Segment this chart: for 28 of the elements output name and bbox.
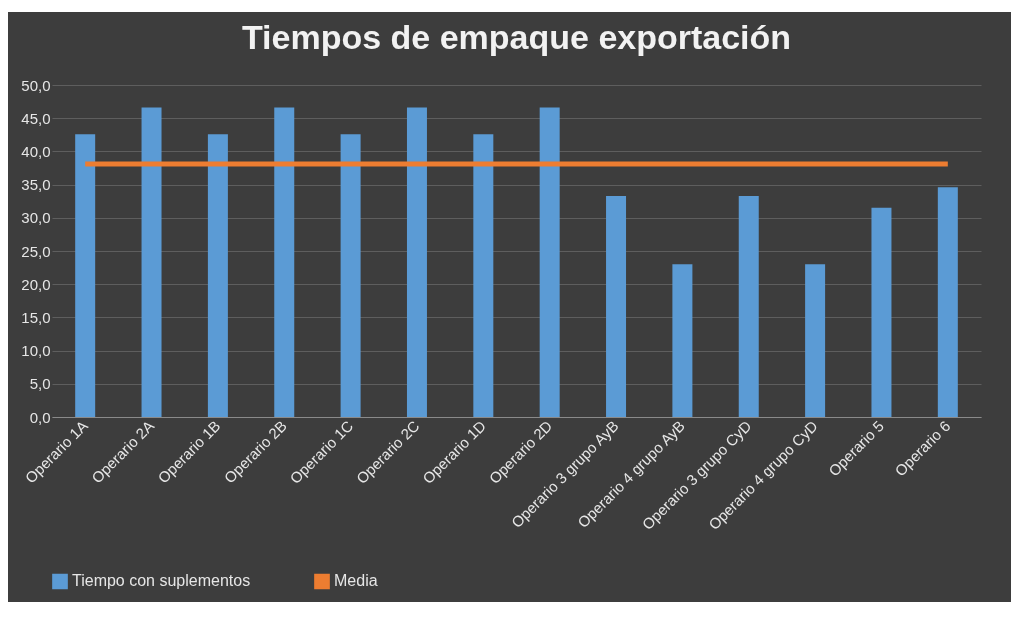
y-tick-label: 50,0: [21, 76, 51, 94]
y-tick-label: 20,0: [21, 275, 51, 293]
bar: [805, 264, 826, 417]
y-tick-label: 25,0: [21, 242, 51, 260]
bar: [406, 107, 427, 417]
bar: [672, 264, 693, 417]
bar: [473, 134, 494, 417]
y-tick-label: 45,0: [21, 109, 51, 127]
legend-label: Media: [334, 572, 378, 590]
legend-label: Tiempo con suplementos: [72, 572, 251, 590]
y-tick-label: 0,0: [29, 408, 51, 426]
y-tick-label: 10,0: [21, 342, 51, 360]
y-tick-label: 40,0: [21, 142, 51, 160]
bar: [207, 134, 228, 417]
bar: [75, 134, 96, 417]
chart-title: Tiempos de empaque exportación: [241, 18, 792, 56]
y-tick-label: 30,0: [21, 209, 51, 227]
bar: [871, 207, 892, 417]
y-tick-label: 5,0: [29, 375, 51, 393]
bar: [937, 187, 958, 417]
bar: [340, 134, 361, 417]
y-tick-label: 35,0: [21, 176, 51, 194]
bar: [539, 107, 560, 417]
bar: [141, 107, 162, 417]
y-tick-label: 15,0: [21, 308, 51, 326]
bar: [606, 195, 627, 417]
bar: [274, 107, 295, 417]
bar: [738, 195, 759, 417]
